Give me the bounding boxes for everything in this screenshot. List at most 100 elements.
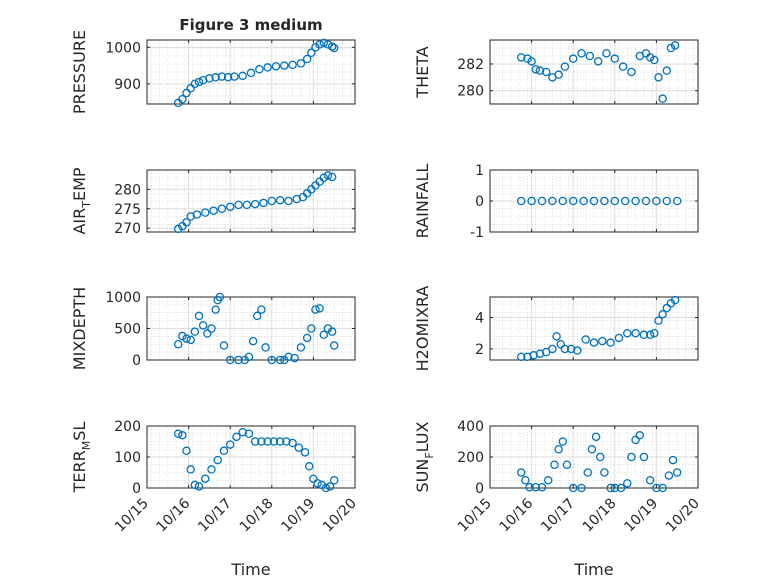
- ylabel-terr-msl: TERRMSL: [70, 422, 93, 494]
- data-point: [606, 483, 615, 493]
- data-point: [610, 483, 620, 493]
- data-point: [198, 321, 208, 330]
- data-point: [323, 171, 333, 180]
- xtick-label: 10/20: [320, 496, 360, 536]
- data-point: [550, 460, 559, 469]
- axes-box: [146, 39, 356, 105]
- data-point: [319, 330, 329, 340]
- data-point: [267, 196, 277, 206]
- axes-box: [146, 169, 356, 233]
- ylabel-pressure: PRESSURE: [70, 30, 89, 114]
- data-point: [523, 54, 532, 63]
- data-point: [531, 482, 541, 492]
- data-point: [242, 200, 252, 210]
- data-point: [321, 483, 331, 493]
- data-point: [217, 204, 227, 213]
- data-point: [280, 61, 289, 70]
- data-point: [275, 355, 285, 365]
- data-point: [558, 437, 568, 446]
- data-point: [658, 94, 667, 103]
- data-point: [672, 196, 682, 206]
- data-point: [606, 338, 615, 347]
- data-point: [257, 305, 266, 314]
- axes-box: [489, 39, 699, 105]
- data-point: [623, 328, 632, 338]
- data-point: [230, 72, 239, 81]
- data-point: [173, 339, 183, 349]
- data-point: [223, 73, 233, 82]
- data-point: [650, 55, 659, 65]
- ytick-label: 4: [475, 310, 484, 326]
- data-point: [296, 59, 306, 68]
- ytick-label: 0: [475, 194, 484, 210]
- data-point: [556, 339, 565, 349]
- data-point: [654, 316, 663, 325]
- data-point: [598, 336, 607, 346]
- data-point: [560, 62, 570, 71]
- data-point: [319, 38, 329, 48]
- ytick-label: 270: [114, 221, 141, 237]
- data-point: [173, 224, 183, 234]
- data-point: [658, 310, 667, 319]
- data-point: [645, 475, 655, 485]
- data-point: [327, 172, 337, 182]
- ytick-label: 500: [114, 322, 141, 338]
- data-point: [583, 468, 593, 477]
- ytick-label: 0: [132, 481, 141, 497]
- data-point: [186, 465, 195, 474]
- ytick-label: 1000: [105, 290, 141, 306]
- data-point: [537, 482, 547, 492]
- data-point: [311, 305, 320, 314]
- data-point: [645, 330, 655, 340]
- data-point: [182, 218, 191, 227]
- data-point: [250, 437, 260, 446]
- data-point: [620, 196, 630, 206]
- data-point: [182, 88, 191, 98]
- data-point: [309, 474, 318, 483]
- data-point: [315, 304, 324, 313]
- data-point: [627, 67, 636, 77]
- data-point: [543, 475, 553, 485]
- data-point: [639, 452, 649, 462]
- data-point: [631, 196, 640, 206]
- data-point: [616, 483, 626, 493]
- data-point: [178, 331, 187, 341]
- data-point: [203, 329, 212, 338]
- data-point: [587, 444, 597, 454]
- xtick-label: 10/19: [621, 496, 661, 536]
- data-point: [618, 62, 628, 71]
- data-point: [313, 479, 322, 488]
- data-point: [654, 73, 663, 82]
- data-point: [668, 455, 678, 465]
- data-point: [190, 327, 200, 336]
- data-point: [275, 195, 285, 205]
- data-point: [554, 444, 563, 454]
- xlabel-right: Time: [573, 560, 613, 579]
- data-point: [323, 40, 333, 49]
- data-point: [192, 210, 202, 219]
- data-point: [581, 335, 590, 344]
- ytick-label: 400: [457, 419, 484, 435]
- data-point: [635, 431, 645, 440]
- data-point: [246, 68, 256, 78]
- data-point: [211, 305, 220, 314]
- data-point: [516, 352, 526, 362]
- data-point: [589, 196, 599, 206]
- data-point: [329, 43, 339, 53]
- xtick-label: 10/20: [663, 496, 703, 536]
- data-point: [639, 330, 649, 340]
- data-point: [300, 448, 310, 457]
- data-point: [662, 303, 672, 313]
- data-point: [548, 344, 557, 354]
- data-point: [244, 352, 254, 362]
- data-point: [595, 452, 605, 462]
- data-point: [205, 74, 214, 83]
- data-point: [209, 206, 218, 215]
- data-point: [600, 468, 609, 477]
- data-point: [186, 335, 195, 345]
- subplot-theta: 280 282 THETA: [413, 39, 699, 105]
- subplot-terr-msl: 0 100 200 10/15 10/16 10/17 10/18 10/19 10/20 TER…: [70, 419, 360, 535]
- data-point: [213, 455, 222, 465]
- data-point: [194, 482, 204, 491]
